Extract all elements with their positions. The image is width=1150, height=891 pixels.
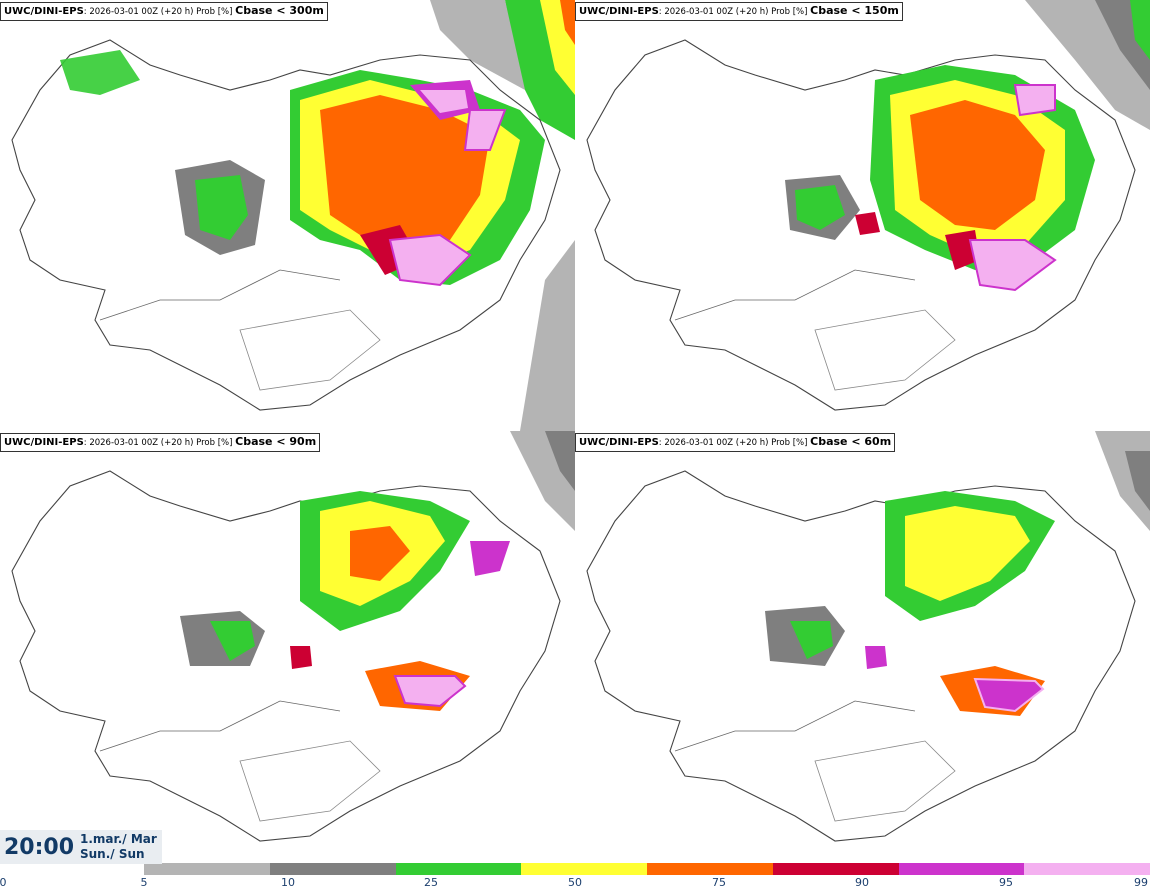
colorbar-tick-label: 99	[1134, 876, 1148, 889]
map-panel-cbase-60: UWC/DINI-EPS: 2026-03-01 00Z (+20 h) Pro…	[575, 431, 1150, 862]
iceland-map	[11, 0, 575, 431]
map-panel-cbase-300: UWC/DINI-EPS: 2026-03-01 00Z (+20 h) Pro…	[0, 0, 575, 431]
colorbar-segment	[269, 863, 396, 875]
colorbar-tick-label: 10	[281, 876, 295, 889]
colorbar-tick-label: 90	[855, 876, 869, 889]
colorbar-segment	[395, 863, 522, 875]
valid-time-box: 20:00 1.mar./ Mar Sun./ Sun	[0, 830, 162, 864]
colorbar-tick-label: 95	[999, 876, 1013, 889]
colorbar	[144, 863, 1150, 875]
colorbar-segment	[647, 863, 773, 875]
colorbar-segment	[772, 863, 899, 875]
colorbar-segment	[898, 863, 1025, 875]
colorbar-tick-label: 5	[140, 876, 148, 889]
valid-date-line2: Sun./ Sun	[80, 847, 145, 861]
colorbar-tick-label: 50	[568, 876, 582, 889]
colorbar-tick-label: 0	[0, 876, 7, 889]
colorbar-tick-label: 25	[424, 876, 438, 889]
iceland-map	[586, 0, 1150, 411]
valid-date-line1: 1.mar./ Mar	[80, 832, 157, 846]
iceland-map	[586, 431, 1150, 842]
panel-title: UWC/DINI-EPS: 2026-03-01 00Z (+20 h) Pro…	[575, 433, 896, 452]
valid-time: 20:00	[4, 835, 75, 860]
colorbar-ticks: 0 5 10 25 50 75 90 95 99	[0, 876, 1150, 891]
colorbar-segment	[144, 863, 270, 875]
colorbar-tick-label: 75	[712, 876, 726, 889]
map-panel-cbase-150: UWC/DINI-EPS: 2026-03-01 00Z (+20 h) Pro…	[575, 0, 1150, 431]
colorbar-segment	[1024, 863, 1150, 875]
map-panel-cbase-90: UWC/DINI-EPS: 2026-03-01 00Z (+20 h) Pro…	[0, 431, 575, 862]
iceland-map	[11, 431, 575, 842]
valid-date: 1.mar./ Mar Sun./ Sun	[80, 832, 157, 862]
panel-title: UWC/DINI-EPS: 2026-03-01 00Z (+20 h) Pro…	[575, 2, 903, 21]
colorbar-segment	[521, 863, 647, 875]
panel-title: UWC/DINI-EPS: 2026-03-01 00Z (+20 h) Pro…	[0, 2, 328, 21]
panel-title: UWC/DINI-EPS: 2026-03-01 00Z (+20 h) Pro…	[0, 433, 321, 452]
